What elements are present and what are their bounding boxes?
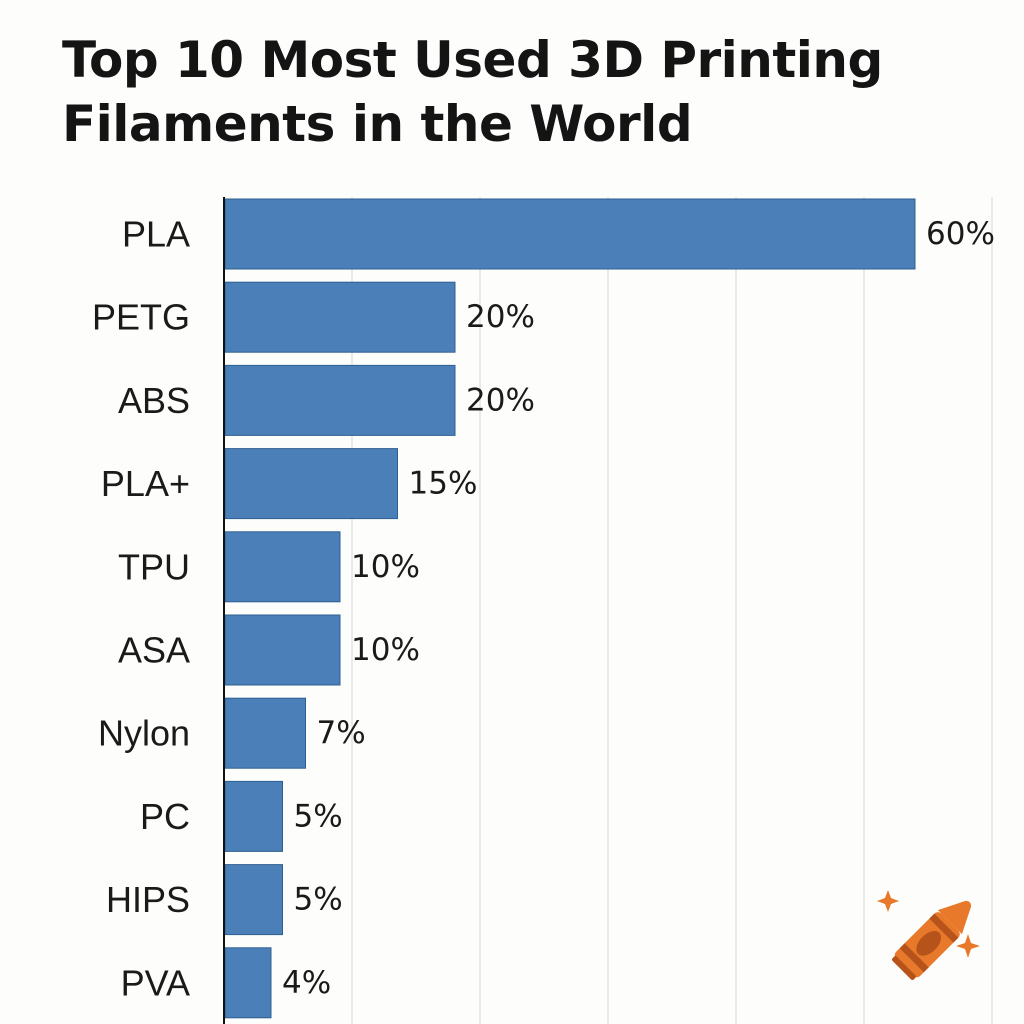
bar-petg [224, 281, 456, 353]
value-label: 7% [317, 715, 366, 751]
bar-pla- [224, 448, 398, 520]
category-label: PC [140, 796, 190, 837]
sparkle-icon [956, 934, 980, 958]
crayon-label [916, 930, 942, 956]
bar-pva [224, 947, 272, 1019]
bar-nylon [224, 697, 306, 769]
bar-pc [224, 780, 283, 852]
category-label: PETG [92, 297, 190, 338]
bars [224, 198, 916, 1019]
category-labels: PLA PETG ABS PLA+ TPU ASA Nylon PC HIPS PVA [92, 214, 190, 1004]
category-label: PLA+ [101, 463, 190, 504]
bar-hips [224, 864, 283, 936]
bar-asa [224, 614, 341, 686]
bar-pla [224, 198, 916, 270]
category-label: PLA [122, 214, 190, 255]
crayon-band [929, 913, 959, 943]
value-label: 20% [466, 299, 535, 335]
value-label: 15% [409, 466, 478, 502]
value-labels: 60% 20% 20% 15% 10% 10% 7% 5% 5% 4% [282, 216, 995, 1001]
crayon-end [892, 956, 916, 980]
value-label: 5% [294, 882, 343, 918]
bar-abs [224, 364, 456, 436]
value-label: 20% [466, 382, 535, 418]
category-label: HIPS [106, 879, 190, 920]
category-label: ASA [118, 630, 190, 671]
sparkle-icon [877, 890, 899, 912]
value-label: 10% [351, 549, 420, 585]
value-label: 4% [282, 965, 331, 1001]
value-label: 10% [351, 632, 420, 668]
category-label: ABS [118, 380, 190, 421]
value-label: 60% [926, 216, 995, 252]
category-label: PVA [121, 962, 190, 1003]
crayon-tip [937, 900, 972, 935]
value-label: 5% [294, 798, 343, 834]
chart-title: Top 10 Most Used 3D Printing Filaments i… [62, 31, 883, 153]
bar-tpu [224, 531, 341, 603]
category-label: Nylon [98, 713, 190, 754]
category-label: TPU [118, 546, 190, 587]
crayon-band [899, 943, 929, 973]
crayon-icon [877, 890, 980, 980]
